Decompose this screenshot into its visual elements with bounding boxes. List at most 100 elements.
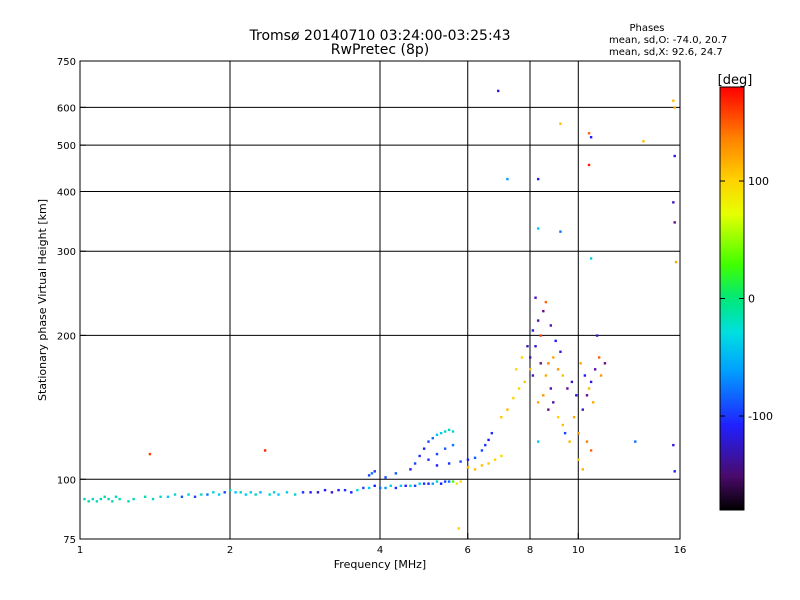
echo-point <box>595 334 599 337</box>
echo-point <box>583 374 587 377</box>
echo-point <box>577 431 580 435</box>
echo-point <box>343 488 347 492</box>
echo-point <box>285 491 289 494</box>
data-points <box>83 89 678 530</box>
echo-point <box>443 480 447 483</box>
echo-point <box>249 491 253 494</box>
echo-point <box>399 484 403 488</box>
echo-point <box>212 491 215 494</box>
echo-point <box>389 484 392 488</box>
echo-point <box>559 230 562 233</box>
echo-point <box>350 491 353 494</box>
echo-point <box>234 491 237 494</box>
echo-point <box>193 495 197 498</box>
echo-point <box>585 440 589 443</box>
echo-point <box>534 296 537 299</box>
echo-point <box>459 460 462 463</box>
echo-point <box>642 140 645 143</box>
echo-point <box>439 431 443 435</box>
y-axis-label: Stationary phase Virtual Height [km] <box>36 199 49 401</box>
echo-point <box>536 319 540 322</box>
echo-point <box>581 468 584 471</box>
echo-point <box>356 488 359 492</box>
echo-point <box>451 480 455 483</box>
echo-point <box>597 356 601 359</box>
echo-point <box>517 387 521 390</box>
echo-point <box>570 380 574 384</box>
echo-point <box>457 527 460 530</box>
echo-point <box>515 368 518 371</box>
echo-point <box>534 345 537 348</box>
echo-point <box>549 324 553 327</box>
echo-point <box>559 122 562 125</box>
echo-point <box>409 484 412 488</box>
echo-point <box>200 493 203 496</box>
echo-point <box>575 394 578 397</box>
echo-point <box>591 401 595 404</box>
echo-point <box>367 486 371 490</box>
echo-point <box>173 493 177 496</box>
echo-point <box>593 368 597 371</box>
echo-point <box>589 136 593 139</box>
echo-point <box>95 500 99 503</box>
echo-point <box>466 458 470 461</box>
echo-point <box>239 491 242 494</box>
echo-point <box>484 443 487 447</box>
echo-point <box>143 495 147 498</box>
echo-point <box>566 387 569 390</box>
echo-point <box>559 350 562 353</box>
echo-point <box>539 334 542 337</box>
echo-point <box>83 497 86 501</box>
echo-point <box>672 99 675 102</box>
y-tick-label: 200 <box>57 331 76 342</box>
echo-point <box>561 423 564 427</box>
y-tick-label: 500 <box>57 141 76 152</box>
echo-point <box>577 458 580 461</box>
echo-point <box>552 401 555 404</box>
echo-point <box>114 495 118 498</box>
echo-point <box>487 462 490 465</box>
echo-point <box>556 368 560 371</box>
echo-point <box>394 472 398 475</box>
echo-point <box>589 257 593 260</box>
echo-point <box>187 493 190 496</box>
echo-point <box>206 493 209 496</box>
echo-point <box>87 500 90 503</box>
y-tick-label: 750 <box>57 57 76 68</box>
echo-point <box>599 374 603 377</box>
colorbar-ticks: 100 0 -100 <box>720 175 773 423</box>
echo-point <box>589 380 593 384</box>
echo-point <box>244 493 248 496</box>
echo-point <box>217 493 221 496</box>
echo-point <box>159 495 162 498</box>
echo-point <box>127 500 130 503</box>
echo-point <box>466 466 470 469</box>
echo-point <box>536 227 540 230</box>
y-tick-label: 75 <box>63 535 76 546</box>
echo-point <box>526 345 529 348</box>
echo-point <box>148 452 152 456</box>
echo-point <box>572 415 576 419</box>
echo-point <box>547 408 550 411</box>
echo-point <box>435 480 439 483</box>
echo-point <box>362 486 365 490</box>
echo-point <box>554 339 557 343</box>
echo-point <box>435 452 439 456</box>
echo-point <box>431 482 434 485</box>
echo-point <box>587 387 591 390</box>
echo-point <box>118 497 121 501</box>
echo-point <box>563 431 567 435</box>
echo-point <box>542 309 545 313</box>
echo-point <box>542 394 545 397</box>
echo-point <box>439 482 443 485</box>
echo-point <box>259 491 262 494</box>
y-tick-label: 600 <box>57 103 76 114</box>
phases-mean-x: mean, sd,X: 92.6, 24.7 <box>609 47 723 58</box>
echo-point <box>674 260 678 264</box>
x-tick-label: 6 <box>465 545 471 556</box>
echo-point <box>367 474 371 477</box>
echo-point <box>455 482 459 485</box>
echo-point <box>531 329 535 332</box>
echo-point <box>552 356 555 359</box>
echo-point <box>512 396 515 400</box>
